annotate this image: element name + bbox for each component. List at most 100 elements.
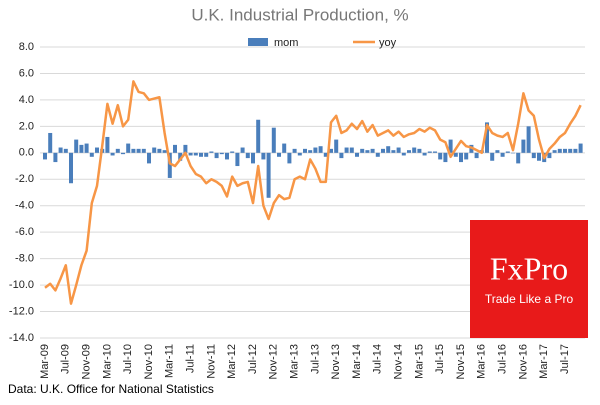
x-tick-label: Nov-15 — [455, 344, 467, 379]
source-note: Data: U.K. Office for National Statistic… — [8, 382, 214, 396]
bar — [303, 148, 307, 153]
bar — [474, 152, 479, 159]
y-tick-label: -10.0 — [9, 279, 34, 291]
y-tick-label: -12.0 — [9, 305, 34, 317]
x-tick-label: Nov-14 — [393, 344, 405, 379]
y-tick-label: 8.0 — [19, 41, 34, 53]
bar — [464, 152, 469, 160]
bar — [235, 152, 240, 167]
bar — [453, 152, 458, 157]
bar — [266, 152, 271, 198]
bar — [251, 152, 255, 164]
bar — [219, 152, 224, 155]
x-tick-label: Mar-10 — [101, 344, 113, 379]
bar — [511, 152, 515, 154]
legend-item: yoy — [353, 37, 397, 49]
bar — [552, 150, 557, 153]
bar — [225, 152, 229, 160]
bar — [360, 148, 365, 153]
bar — [287, 152, 292, 164]
x-tick-label: Nov-13 — [330, 344, 342, 379]
bar — [370, 148, 375, 153]
bar — [401, 152, 406, 156]
x-tick-label: Nov-11 — [205, 344, 217, 379]
bar — [521, 139, 526, 153]
bar — [115, 148, 120, 153]
y-tick-label: 4.0 — [19, 94, 34, 106]
bar — [537, 152, 541, 161]
bar — [63, 148, 68, 153]
y-tick-label: -8.0 — [15, 253, 34, 265]
bar — [110, 152, 115, 156]
bar — [297, 152, 302, 156]
legend-swatch — [248, 38, 268, 46]
bar — [282, 143, 287, 153]
bar — [121, 152, 125, 155]
bar — [381, 148, 385, 153]
bar — [349, 147, 354, 153]
bar — [417, 148, 422, 153]
bar — [183, 144, 188, 153]
logo-tagline: Trade Like a Pro — [485, 292, 574, 306]
x-tick-label: Mar-11 — [164, 344, 176, 378]
bar — [126, 143, 131, 153]
bar — [485, 122, 489, 153]
bar — [240, 147, 245, 153]
bar — [167, 152, 172, 178]
bar — [292, 148, 297, 153]
bar — [407, 150, 411, 153]
x-tick-label: Mar-12 — [226, 344, 238, 379]
bar — [323, 152, 328, 157]
bar — [329, 148, 333, 153]
x-tick-label: Nov-16 — [517, 344, 529, 379]
y-tick-label: 0.0 — [19, 147, 34, 159]
legend-label: mom — [274, 37, 298, 49]
bar — [495, 150, 500, 153]
chart-title: U.K. Industrial Production, % — [191, 5, 408, 24]
bar — [318, 146, 323, 153]
bar — [438, 152, 443, 160]
bar — [396, 147, 401, 153]
bar — [516, 152, 521, 164]
bar — [178, 152, 183, 161]
x-tick-label: Mar-13 — [289, 344, 301, 379]
logo: FxPro Trade Like a Pro — [470, 220, 588, 338]
bar — [412, 147, 417, 153]
bar — [245, 152, 250, 159]
bar — [95, 147, 99, 153]
y-tick-label: -4.0 — [15, 200, 34, 212]
y-tick-label: 6.0 — [19, 67, 34, 79]
x-tick-label: Jul-15 — [434, 344, 446, 374]
bar — [199, 152, 203, 157]
x-tick-label: Nov-12 — [268, 344, 280, 379]
bar — [79, 144, 84, 153]
bar — [505, 151, 510, 153]
bar — [69, 152, 73, 184]
legend-item: mom — [248, 37, 298, 49]
x-tick-label: Mar-14 — [351, 344, 363, 379]
bar — [131, 148, 136, 153]
bar — [141, 148, 146, 153]
bar — [375, 152, 380, 157]
y-tick-label: -14.0 — [9, 332, 34, 344]
y-tick-label: -2.0 — [15, 173, 34, 185]
bar — [422, 152, 427, 156]
bar — [84, 143, 89, 153]
bar — [58, 147, 63, 153]
bar — [531, 152, 536, 159]
x-tick-label: Mar-15 — [413, 344, 425, 379]
bar — [188, 152, 193, 156]
bar — [459, 152, 463, 163]
x-tick-label: Mar-17 — [538, 344, 550, 379]
x-tick-label: Jul-12 — [247, 344, 259, 374]
bar — [230, 151, 235, 153]
legend-label: yoy — [379, 37, 397, 49]
bar — [277, 152, 281, 157]
bar — [500, 152, 505, 157]
bar — [365, 150, 370, 153]
x-tick-label: Jul-14 — [372, 344, 384, 374]
bar — [157, 148, 162, 153]
bar — [448, 139, 453, 153]
bar — [334, 139, 339, 153]
bar — [490, 152, 495, 161]
